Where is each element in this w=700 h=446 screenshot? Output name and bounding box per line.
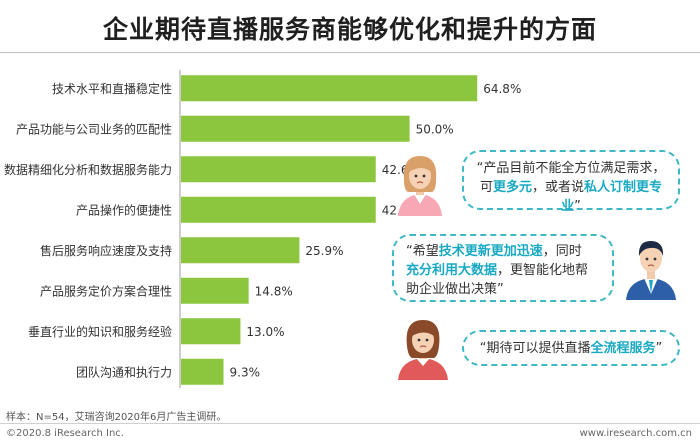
value-label: 14.8%: [255, 284, 293, 298]
bar: [181, 237, 300, 264]
bar: [181, 318, 241, 345]
quote-1-text-2: 可: [479, 180, 493, 195]
bar: [181, 196, 376, 223]
quote-bubble-3: “期待可以提供直播全流程服务”: [462, 330, 680, 366]
quote-1-text-3: ，或者说: [532, 180, 585, 195]
quote-2-text-2: ，同时: [542, 244, 582, 259]
value-label: 64.8%: [483, 82, 521, 96]
category-label: 产品服务定价方案合理性: [40, 283, 172, 298]
footer-divider: [0, 423, 700, 424]
quote-1-text-4: ”: [574, 199, 581, 214]
title-divider: [0, 52, 700, 53]
quote-3-text-2: ”: [655, 341, 663, 356]
bar: [181, 75, 478, 102]
quote-1-highlight-2: 私人订制更专业: [561, 180, 663, 214]
category-label: 数据精细化分析和数据服务能力: [4, 162, 172, 177]
site-url: www.iresearch.com.cn: [579, 428, 692, 439]
woman-avatar-1: [398, 156, 442, 216]
bar: [181, 277, 249, 304]
bar: [181, 115, 410, 142]
quote-3-highlight-1: 全流程服务: [590, 341, 656, 356]
man-avatar: [626, 240, 676, 300]
value-label: 13.0%: [246, 325, 284, 339]
quote-bubble-1: “产品目前不能全方位满足需求， 可更多元，或者说私人订制更专业”: [462, 150, 680, 214]
category-label: 售后服务响应速度及支持: [40, 243, 172, 258]
category-label: 产品操作的便捷性: [76, 202, 172, 217]
value-label: 50.0%: [416, 122, 454, 136]
bar: [181, 358, 224, 385]
quote-2-text-1: “希望: [406, 244, 439, 259]
bar: [181, 156, 376, 183]
category-label: 团队沟通和执行力: [76, 364, 172, 379]
quote-2-text-3: ，更智能化地帮: [497, 263, 589, 278]
page-title: 企业期待直播服务商能够优化和提升的方面: [102, 15, 597, 44]
woman-avatar-2: [398, 320, 448, 380]
category-label: 垂直行业的知识和服务经验: [28, 324, 172, 339]
copyright-text: ©2020.8 iResearch Inc.: [6, 428, 124, 439]
sample-note: 样本：N=54，艾瑞咨询2020年6月广告主调研。: [6, 412, 227, 423]
quote-1-highlight-1: 更多元: [492, 180, 532, 195]
quote-3-text-1: “期待可以提供直播: [479, 341, 591, 356]
value-label: 25.9%: [305, 244, 343, 258]
quote-2-text-4: 助企业做出决策”: [406, 282, 504, 297]
value-label: 9.3%: [230, 365, 261, 379]
category-label: 产品功能与公司业务的匹配性: [16, 121, 172, 136]
quote-bubble-2: “希望技术更新更加迅速，同时 充分利用大数据，更智能化地帮 助企业做出决策”: [392, 234, 614, 302]
category-label: 技术水平和直播稳定性: [52, 81, 172, 96]
quote-2-highlight-1: 技术更新更加迅速: [438, 244, 543, 259]
quote-1-text-1: “产品目前不能全方位满足需求，: [476, 161, 666, 176]
quote-2-highlight-2: 充分利用大数据: [406, 263, 498, 278]
